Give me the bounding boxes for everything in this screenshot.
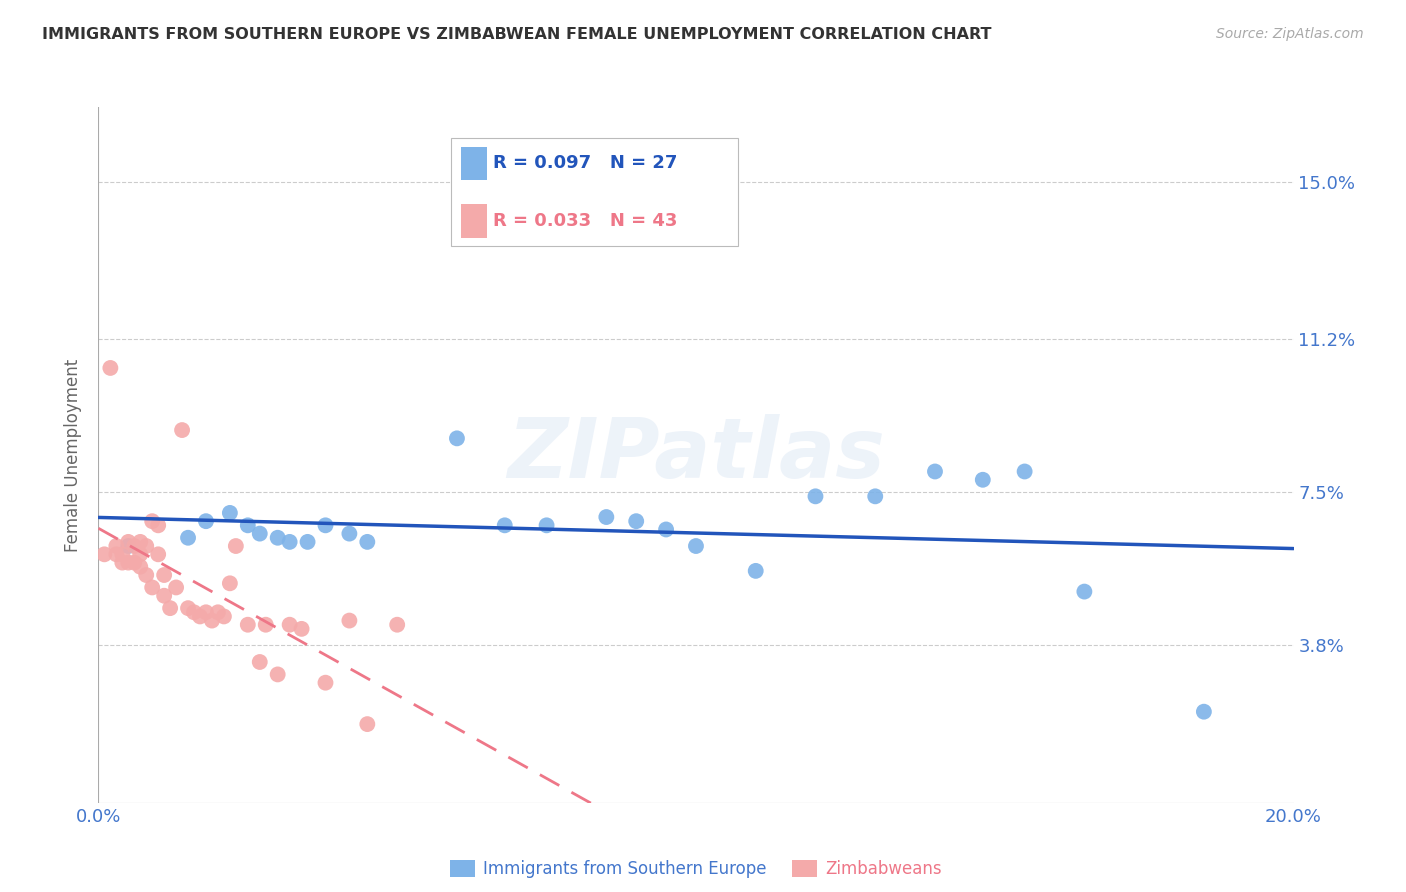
Point — [165, 581, 187, 595]
Text: ZIPatlas: ZIPatlas — [508, 415, 884, 495]
Point — [183, 605, 205, 619]
Point — [153, 589, 176, 603]
Point — [356, 535, 378, 549]
Point — [117, 556, 139, 570]
Point — [356, 717, 378, 731]
Point — [129, 547, 152, 561]
Point — [685, 539, 707, 553]
Text: R = 0.033   N = 43: R = 0.033 N = 43 — [494, 212, 678, 230]
Point — [972, 473, 994, 487]
Point — [177, 601, 200, 615]
Point — [117, 539, 139, 553]
Point — [100, 361, 122, 376]
Point — [278, 617, 301, 632]
Point — [111, 556, 134, 570]
Point — [297, 535, 319, 549]
Point — [1014, 465, 1036, 479]
Point — [219, 506, 242, 520]
Point — [212, 609, 235, 624]
Point — [141, 581, 163, 595]
Point — [254, 617, 277, 632]
Legend: Immigrants from Southern Europe, Zimbabweans: Immigrants from Southern Europe, Zimbabw… — [443, 854, 949, 885]
Point — [225, 539, 247, 553]
Point — [1073, 584, 1095, 599]
Point — [105, 547, 128, 561]
Point — [124, 556, 146, 570]
Point — [195, 514, 218, 528]
Point — [93, 547, 115, 561]
Text: IMMIGRANTS FROM SOUTHERN EUROPE VS ZIMBABWEAN FEMALE UNEMPLOYMENT CORRELATION CH: IMMIGRANTS FROM SOUTHERN EUROPE VS ZIMBA… — [42, 27, 991, 42]
Point — [315, 518, 337, 533]
Point — [153, 568, 176, 582]
Point — [339, 614, 360, 628]
Point — [129, 559, 152, 574]
Point — [159, 601, 181, 615]
Point — [267, 667, 290, 681]
Point — [111, 547, 134, 561]
Point — [236, 617, 259, 632]
Point — [494, 518, 516, 533]
Point — [924, 465, 946, 479]
Point — [148, 547, 170, 561]
Point — [446, 431, 468, 445]
Point — [267, 531, 290, 545]
Point — [865, 489, 887, 503]
Point — [135, 568, 157, 582]
Point — [236, 518, 259, 533]
Point — [1192, 705, 1215, 719]
Point — [124, 539, 146, 553]
Point — [804, 489, 827, 503]
Point — [219, 576, 242, 591]
Point — [207, 605, 229, 619]
Point — [201, 614, 224, 628]
Point — [135, 539, 157, 553]
Point — [249, 655, 271, 669]
Point — [655, 523, 678, 537]
Point — [385, 617, 409, 632]
Point — [117, 535, 139, 549]
Point — [148, 518, 170, 533]
Point — [172, 423, 194, 437]
Point — [129, 535, 152, 549]
Point — [278, 535, 301, 549]
Point — [536, 518, 558, 533]
Point — [249, 526, 271, 541]
Point — [105, 539, 128, 553]
Point — [626, 514, 648, 528]
Y-axis label: Female Unemployment: Female Unemployment — [65, 359, 83, 551]
Point — [315, 675, 337, 690]
Point — [195, 605, 218, 619]
Point — [595, 510, 617, 524]
Point — [177, 531, 200, 545]
Point — [745, 564, 768, 578]
Point — [339, 526, 360, 541]
Point — [188, 609, 211, 624]
Point — [291, 622, 314, 636]
Text: R = 0.097   N = 27: R = 0.097 N = 27 — [494, 154, 678, 172]
Point — [141, 514, 163, 528]
Text: Source: ZipAtlas.com: Source: ZipAtlas.com — [1216, 27, 1364, 41]
